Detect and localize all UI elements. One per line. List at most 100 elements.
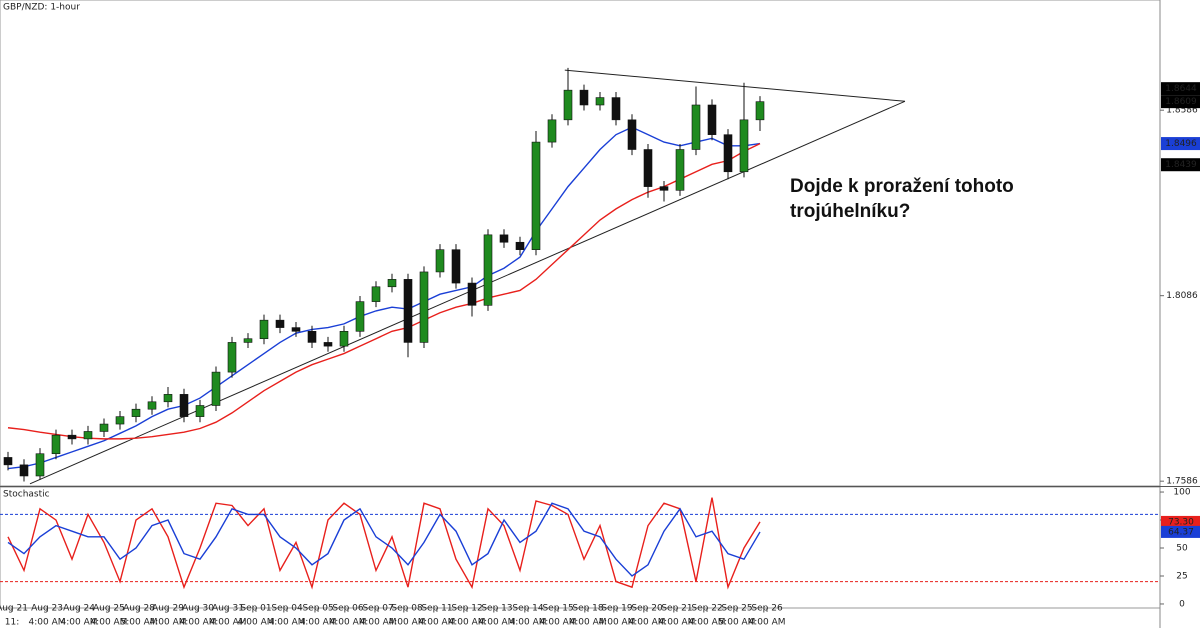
candle-body xyxy=(211,371,221,406)
candle-body xyxy=(339,330,349,347)
x-time-label: 5:00 AM xyxy=(121,618,158,628)
x-time-label: 4:00 AM xyxy=(658,618,695,628)
stochastic-line xyxy=(7,502,761,577)
candle-body xyxy=(595,97,605,106)
price-tag xyxy=(1161,137,1200,151)
x-tick-label: Aug 21 xyxy=(0,604,28,614)
trendline xyxy=(564,69,906,102)
x-time-label: 5:00 AM xyxy=(718,618,755,628)
candle-body xyxy=(515,241,525,250)
x-tick-label: Sep 14 xyxy=(512,604,544,614)
stochastic-line xyxy=(7,497,761,590)
y-tick-label: 50 xyxy=(1176,544,1188,554)
x-time-label: 4:00 AM xyxy=(389,618,426,628)
indicator-title: Stochastic xyxy=(3,490,50,500)
candle-body xyxy=(467,282,477,306)
x-tick-label: Aug 28 xyxy=(123,604,155,614)
y-tick-label: 1.8586 xyxy=(1166,106,1198,116)
x-tick-label: Sep 25 xyxy=(721,604,752,614)
x-tick-label: Sep 18 xyxy=(572,604,604,614)
x-time-label: 4:00 AM xyxy=(598,618,635,628)
y-tick-label: 100 xyxy=(1173,488,1190,498)
candle-body xyxy=(83,431,93,440)
x-tick-label: Sep 01 xyxy=(240,604,271,614)
x-time-label: 4:00 AM xyxy=(210,618,247,628)
price-tag xyxy=(1161,82,1200,96)
x-tick-label: Sep 13 xyxy=(481,604,512,614)
candle-body xyxy=(243,338,253,343)
candle-body xyxy=(51,434,61,455)
y-tick-label: 1.8086 xyxy=(1166,291,1198,301)
x-time-label: 4:00 AM xyxy=(629,618,666,628)
x-tick-label: Aug 24 xyxy=(63,604,95,614)
candle-body xyxy=(227,342,237,373)
candle-body xyxy=(675,149,685,191)
x-time-label: 4:00 AM xyxy=(510,618,547,628)
x-time-label: 4:00 AM xyxy=(478,618,515,628)
candle-body xyxy=(419,271,429,343)
price-tag-label: 1.8496 xyxy=(1165,139,1197,149)
x-tick-label: Aug 23 xyxy=(31,604,63,614)
candle-body xyxy=(35,453,45,477)
value-tag-label: 64.37 xyxy=(1168,527,1194,537)
candle-body xyxy=(323,342,333,347)
y-tick-label: 1.7586 xyxy=(1166,477,1198,487)
candle-body xyxy=(355,301,365,332)
candle-body xyxy=(3,457,13,466)
candle-body xyxy=(387,279,397,288)
candle-body xyxy=(755,101,765,121)
x-tick-label: Sep 20 xyxy=(631,604,663,614)
candle-body xyxy=(403,279,413,343)
x-time-label: 4:00 AM xyxy=(29,618,66,628)
candle-body xyxy=(563,89,573,121)
x-time-label: 4:00 AM xyxy=(418,618,455,628)
candle-body xyxy=(67,434,77,440)
candle-body xyxy=(531,141,541,250)
candle-body xyxy=(627,119,637,150)
candle-body xyxy=(99,423,109,432)
x-tick-label: Sep 04 xyxy=(271,604,303,614)
candle-body xyxy=(115,416,125,425)
moving-average xyxy=(7,142,761,440)
x-time-label: 4:00 AM xyxy=(238,618,275,628)
price-tag-label: 1.8644 xyxy=(1165,84,1197,94)
candle-body xyxy=(435,249,445,273)
candle-body xyxy=(195,405,205,417)
y-tick-label: 0 xyxy=(1179,599,1185,609)
candle-body xyxy=(371,286,381,302)
value-tag-label: 73.30 xyxy=(1168,517,1194,527)
trendline xyxy=(29,100,906,485)
x-tick-label: Aug 30 xyxy=(182,604,214,614)
x-tick-label: Sep 05 xyxy=(302,604,333,614)
x-time-label: 4:00 AM xyxy=(61,618,98,628)
candle-body xyxy=(691,104,701,150)
x-time-label: 4:00 AM xyxy=(90,618,127,628)
x-tick-label: Sep 26 xyxy=(751,604,783,614)
candle-body xyxy=(707,104,717,135)
x-time-label: 4:00 AM xyxy=(570,618,607,628)
y-tick-label: 25 xyxy=(1176,571,1187,581)
x-time-label: 4:00 AM xyxy=(449,618,486,628)
price-tag-label: 1.8439 xyxy=(1165,160,1197,170)
x-tick-label: Sep 06 xyxy=(332,604,364,614)
x-time-label: 4:00 AM xyxy=(749,618,786,628)
candle-body xyxy=(259,319,269,340)
x-tick-label: Sep 11 xyxy=(421,604,452,614)
x-time-label: 4:00 AM xyxy=(540,618,577,628)
x-time-label: 4:00 AM xyxy=(360,618,397,628)
candle-body xyxy=(659,186,669,191)
annotation: Dojde k proražení tohoto xyxy=(790,176,1014,197)
x-time-label: 4:00 AM xyxy=(150,618,187,628)
value-tag xyxy=(1161,525,1200,538)
value-tag xyxy=(1161,515,1200,528)
x-time-label: 4:00 AM xyxy=(330,618,367,628)
x-tick-label: Sep 07 xyxy=(362,604,393,614)
x-time-label: 4:00 AM xyxy=(180,618,217,628)
candle-body xyxy=(579,89,589,106)
candle-body xyxy=(179,394,189,417)
x-time-label: 4:00 AM xyxy=(689,618,726,628)
candle-body xyxy=(147,401,157,410)
candle-body xyxy=(291,327,301,332)
x-time-label: 11: xyxy=(5,618,19,628)
candle-body xyxy=(739,119,749,173)
